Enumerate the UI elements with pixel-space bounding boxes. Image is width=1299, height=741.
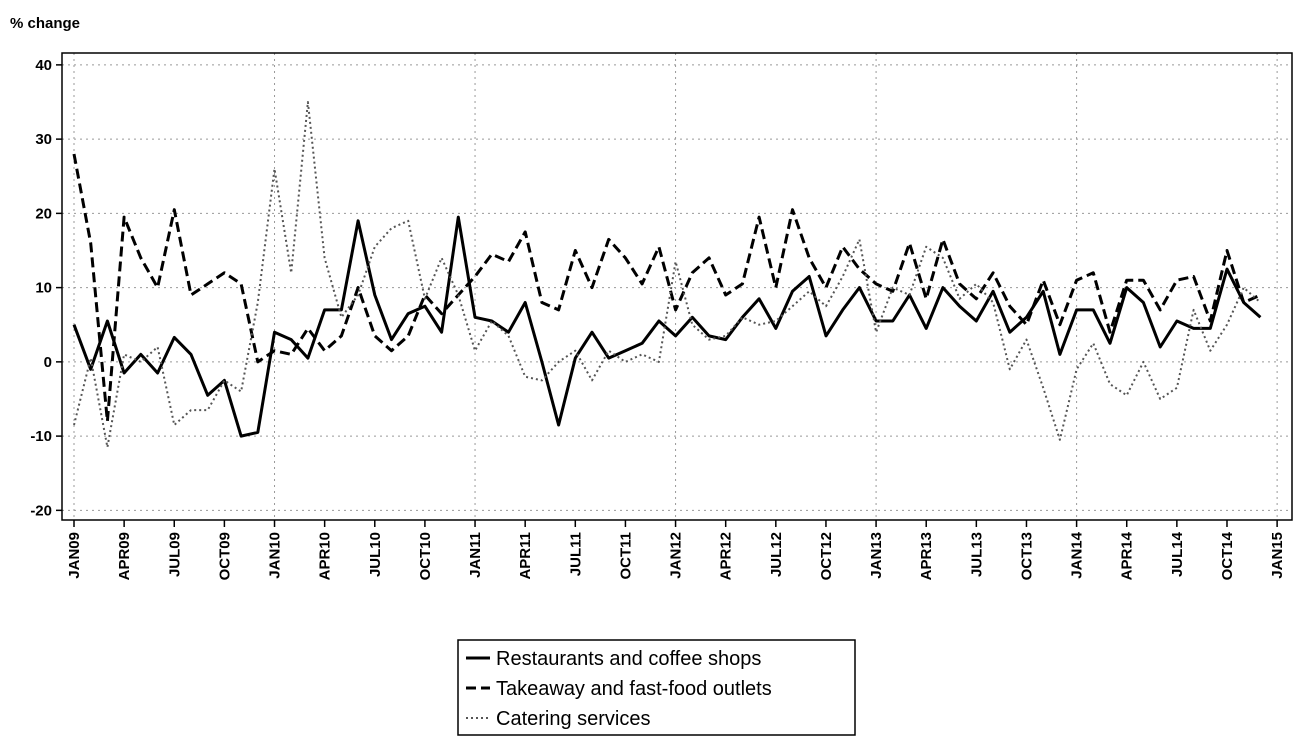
x-tick-label: OCT11: [617, 532, 634, 580]
x-tick-label: JAN13: [868, 532, 885, 579]
x-tick-label: JUL13: [968, 532, 985, 577]
x-tick-label: JAN12: [668, 532, 685, 579]
legend: Restaurants and coffee shops Takeaway and…: [457, 639, 856, 736]
x-tick-label: OCT13: [1018, 532, 1035, 580]
legend-label: Restaurants and coffee shops: [496, 648, 761, 670]
x-tick-label: JAN10: [267, 532, 284, 579]
y-tick-label: 40: [35, 57, 52, 74]
y-tick-label: 10: [35, 280, 52, 297]
plot-frame: [61, 52, 1293, 521]
x-tick-label: OCT09: [216, 532, 233, 580]
legend-box: [457, 639, 856, 736]
x-tick-label: JUL09: [166, 532, 183, 577]
series-line: [73, 101, 1262, 449]
x-tick-label: OCT14: [1219, 531, 1236, 580]
x-tick-label: JUL12: [768, 532, 785, 577]
y-tick-label: -20: [30, 502, 52, 519]
legend-label: Takeaway and fast-food outlets: [496, 678, 772, 700]
x-tick-label: OCT10: [417, 532, 434, 580]
x-tick-label: APR09: [116, 532, 133, 580]
x-tick-label: APR12: [718, 532, 735, 580]
x-tick-label: APR13: [918, 532, 935, 580]
y-tick-label: 0: [44, 354, 52, 371]
y-tick-label: -10: [30, 428, 52, 445]
x-tick-label: JAN15: [1269, 532, 1286, 579]
x-tick-label: JAN11: [467, 532, 484, 578]
x-tick-label: APR14: [1119, 531, 1136, 580]
legend-label: Catering services: [496, 708, 651, 730]
x-tick-label: JUL11: [567, 532, 584, 576]
y-tick-label: 30: [35, 131, 52, 148]
x-tick-label: APR10: [317, 532, 334, 580]
x-tick-label: OCT12: [818, 532, 835, 580]
x-tick-label: APR11: [517, 532, 534, 580]
y-tick-label: 20: [35, 205, 52, 222]
x-tick-label: JAN09: [66, 532, 83, 579]
series-line: [72, 153, 1262, 423]
x-tick-label: JAN14: [1069, 531, 1086, 578]
y-axis-label: % change: [10, 15, 80, 32]
x-tick-label: JUL14: [1169, 531, 1186, 577]
series-line: [72, 215, 1262, 438]
x-tick-label: JUL10: [367, 532, 384, 577]
